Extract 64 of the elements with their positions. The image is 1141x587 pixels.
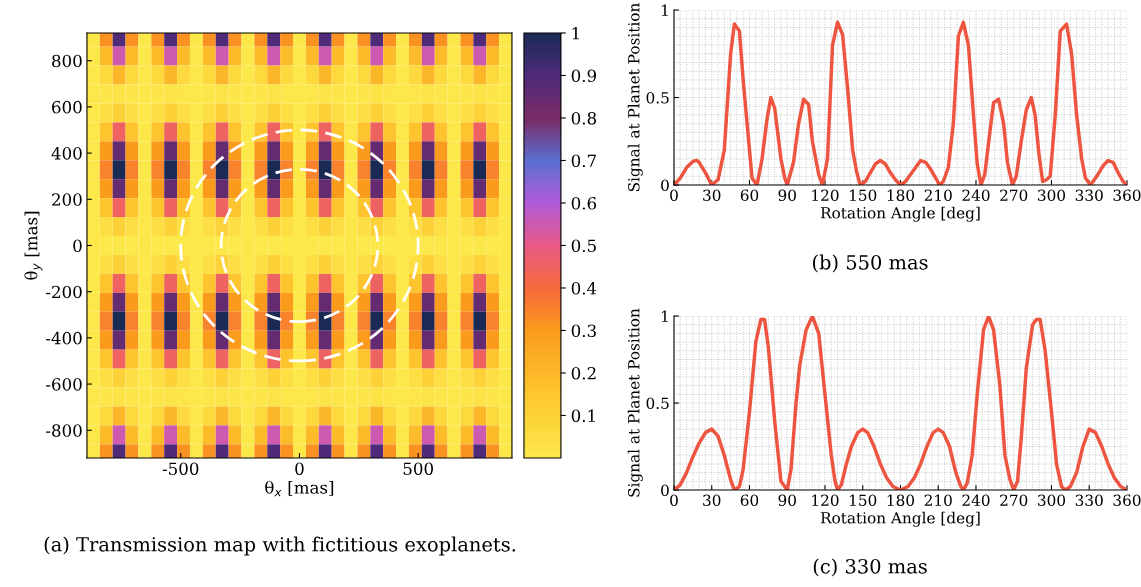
x-tick-label: 120	[812, 189, 839, 202]
y-tick-label: -400	[46, 331, 82, 345]
color-bar-label: 0.5	[571, 239, 596, 253]
color-bar-label: 0.4	[571, 281, 597, 295]
y-tick-label: 0.5	[646, 397, 669, 410]
x-tick-label: 330	[1075, 189, 1103, 202]
y-axis-title: Signal at Planet Position	[627, 308, 643, 497]
color-bar-label: 0.9	[571, 69, 597, 83]
y-tick-label: 1	[661, 310, 668, 322]
x-tick-label: 150	[850, 494, 877, 507]
y-tick-label: -600	[46, 378, 82, 391]
x-tick-label: 270	[1000, 494, 1028, 507]
color-bar-label: 0.8	[571, 111, 597, 125]
text: (b) 550 mas	[812, 254, 928, 273]
x-tick-label: 90	[778, 189, 796, 202]
color-bar-label: 0.3	[571, 324, 596, 338]
x-axis-title: Rotation Angle [deg]	[820, 206, 980, 222]
x-tick-label: 60	[740, 189, 759, 202]
y-tick-label: -800	[46, 424, 82, 437]
x-tick-label: 360	[1113, 494, 1141, 507]
text: (a) Transmission map with fictitious exoplanets.	[44, 536, 516, 556]
y-tick-label: 0	[661, 484, 669, 497]
x-tick-label: 300	[1038, 494, 1066, 507]
text: (c) 330 mas	[813, 558, 927, 577]
line-series	[673, 316, 1127, 491]
x-tick-label: 60	[740, 494, 759, 507]
y-tick-label: 200	[52, 193, 82, 206]
y-tick-label: 1	[661, 4, 668, 16]
x-tick-label: 300	[1038, 189, 1066, 202]
x-tick-label: 30	[703, 494, 721, 507]
x-tick-label: 30	[703, 189, 721, 202]
x-tick-label: -500	[162, 462, 199, 476]
x-tick-label: 180	[887, 494, 915, 507]
y-tick-label: 0	[661, 179, 669, 192]
y-tick-label: 0	[73, 239, 82, 253]
y-tick-label: -200	[46, 285, 82, 299]
x-tick-label: 120	[812, 494, 839, 507]
y-tick-label: 600	[52, 100, 82, 114]
x-tick-label: 150	[850, 189, 877, 202]
y-tick-label: 800	[52, 54, 82, 68]
y-axis-title: θ$_{y}$ [mas]	[24, 211, 43, 280]
x-tick-label: 0	[670, 189, 678, 202]
color-bar-label: 0.7	[571, 154, 596, 168]
y-tick-label: 0.5	[646, 92, 669, 104]
x-tick-label: 180	[887, 189, 915, 202]
color-bar-label: 0.1	[571, 409, 595, 423]
x-tick-label: 0	[670, 494, 678, 507]
x-tick-label: 240	[962, 494, 990, 507]
x-tick-label: 500	[403, 462, 433, 476]
color-bar-label: 0.2	[571, 366, 596, 380]
x-axis-title: Rotation Angle [deg]	[820, 511, 980, 527]
x-axis-title: θ$_{x}$ [mas]	[265, 480, 334, 497]
x-tick-label: 210	[924, 189, 952, 202]
color-bar-label: 0.6	[571, 196, 597, 210]
x-tick-label: 0	[295, 462, 304, 476]
x-tick-label: 330	[1075, 494, 1103, 507]
color-bar-label: 1	[572, 26, 579, 40]
x-tick-label: 90	[778, 494, 796, 507]
y-axis-title: Signal at Planet Position	[627, 3, 643, 192]
x-tick-label: 360	[1113, 189, 1141, 202]
x-tick-label: 240	[962, 189, 990, 202]
y-tick-label: 400	[51, 147, 82, 160]
x-tick-label: 270	[1000, 189, 1028, 202]
x-tick-label: 210	[924, 494, 952, 507]
